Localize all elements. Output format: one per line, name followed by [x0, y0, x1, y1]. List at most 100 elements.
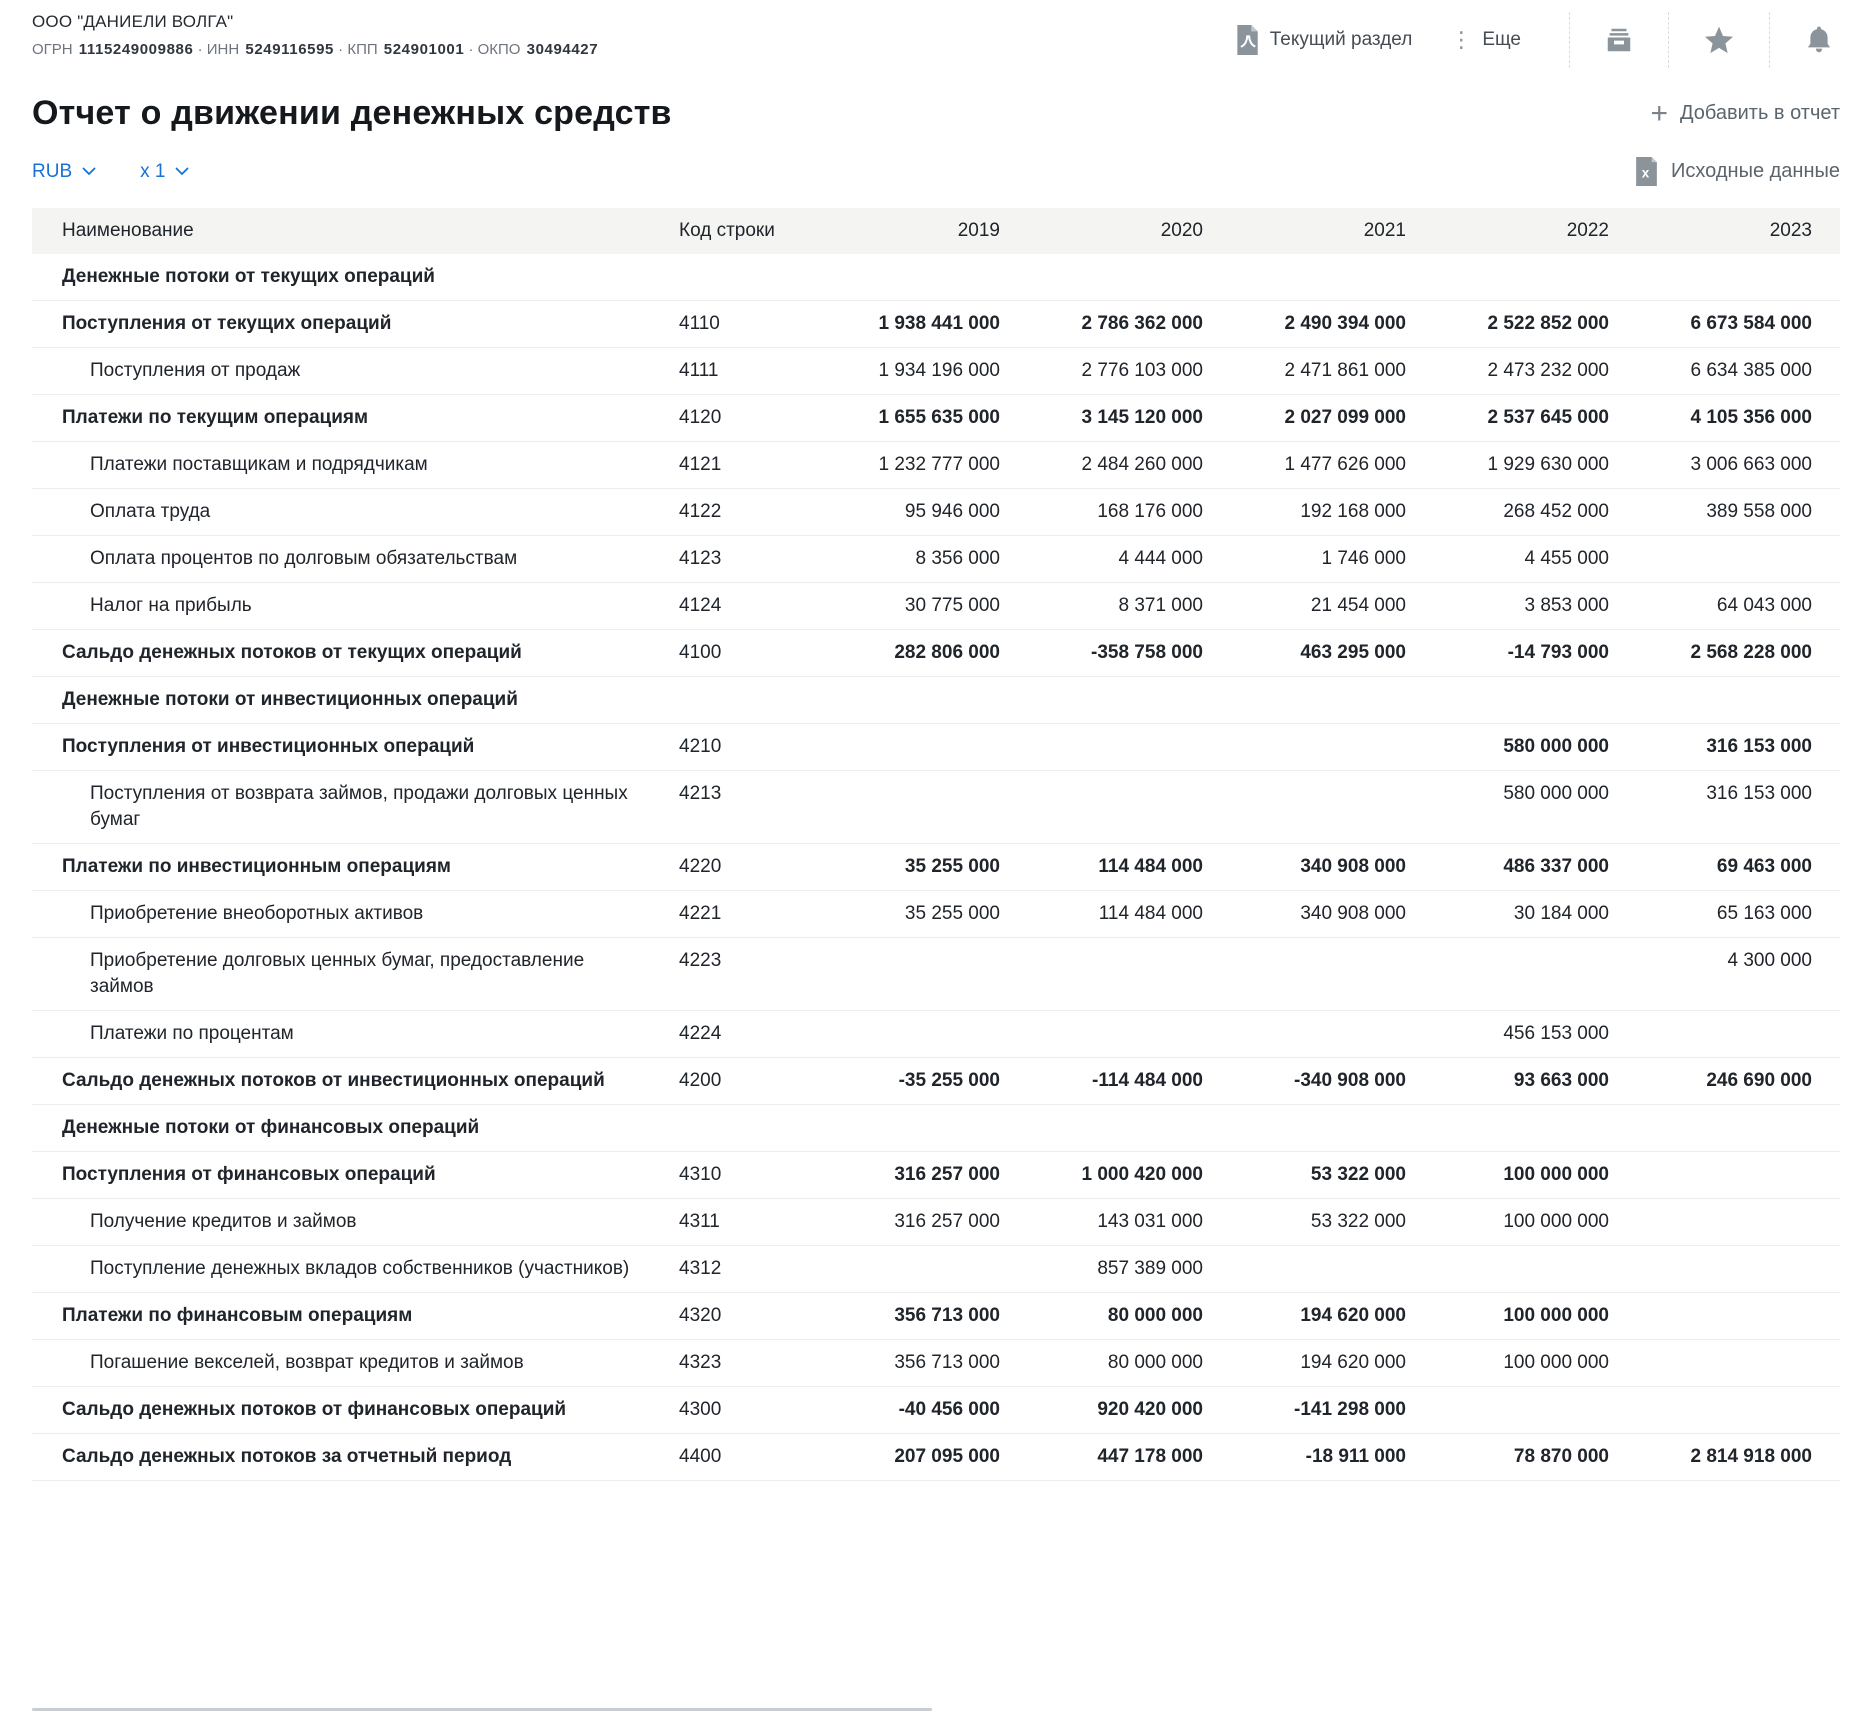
row-value: 8 356 000 [915, 548, 1000, 569]
row-value: 447 178 000 [1097, 1446, 1203, 1467]
company-name: ООО "ДАНИЕЛИ ВОЛГА" [32, 12, 234, 31]
table-row: Оплата труда 4122 95 946 000 168 176 000 192… [32, 488, 1840, 535]
source-data-button[interactable]: x Исходные данные [1634, 157, 1840, 186]
divider [1569, 12, 1570, 68]
row-value: -141 298 000 [1294, 1399, 1406, 1420]
row-value: -340 908 000 [1294, 1070, 1406, 1091]
row-value: 356 713 000 [894, 1352, 1000, 1373]
cashflow-table: Наименование Код строки 2019 2020 2021 2022 20… [32, 208, 1840, 1481]
currency-selector[interactable]: RUB [32, 161, 96, 183]
row-value: 3 006 663 000 [1690, 454, 1812, 475]
row-name: Поступления от возврата займов, продажи … [90, 783, 628, 830]
column-header: 2022 [1566, 220, 1609, 241]
table-row: Сальдо денежных потоков за отчетный пери… [32, 1433, 1840, 1481]
row-value: 456 153 000 [1503, 1023, 1609, 1044]
row-code: 4224 [679, 1023, 722, 1044]
row-name: Сальдо денежных потоков от инвестиционны… [62, 1070, 605, 1091]
column-header: 2023 [1769, 220, 1812, 241]
reg-label: ОКПО [477, 41, 525, 58]
page-title: Отчет о движении денежных средств [32, 94, 672, 132]
plus-icon: + [1650, 96, 1668, 130]
table-row: Налог на прибыль 4124 30 775 000 8 371 000 2… [32, 582, 1840, 629]
excel-icon: x [1634, 157, 1659, 186]
table-row: Поступления от финансовых операций 4310 31… [32, 1151, 1840, 1198]
table-row: Приобретение долговых ценных бумаг, пред… [32, 937, 1840, 1010]
table-row: Оплата процентов по долговым обязательст… [32, 535, 1840, 582]
row-value: 2 471 861 000 [1284, 360, 1406, 381]
row-value: 1 655 635 000 [878, 407, 1000, 428]
row-name: Сальдо денежных потоков за отчетный пери… [62, 1446, 512, 1467]
top-header: ООО "ДАНИЕЛИ ВОЛГА" ОГРН 1115249009886 ·… [32, 0, 1840, 68]
row-code: 4323 [679, 1352, 722, 1373]
pdf-export-label: Текущий раздел [1269, 29, 1413, 50]
reg-label: ОГРН [32, 41, 77, 58]
documents-tray-button[interactable] [1578, 25, 1660, 55]
favorite-button[interactable] [1677, 24, 1761, 56]
selectors: RUB x 1 [32, 161, 189, 183]
row-code: 4121 [679, 454, 722, 475]
reg-label: КПП [347, 41, 382, 58]
company-block: ООО "ДАНИЕЛИ ВОЛГА" ОГРН 1115249009886 ·… [32, 12, 598, 58]
row-name: Денежные потоки от текущих операций [62, 266, 435, 287]
row-name: Получение кредитов и займов [90, 1211, 357, 1232]
row-value: 316 153 000 [1706, 736, 1812, 757]
row-value: 316 257 000 [894, 1211, 1000, 1232]
row-name: Платежи по процентам [90, 1023, 294, 1044]
row-name: Поступление денежных вкладов собственник… [90, 1258, 630, 1279]
row-value: 93 663 000 [1513, 1070, 1609, 1091]
notifications-button[interactable] [1778, 24, 1840, 56]
column-header: Код строки [679, 220, 775, 241]
divider [1769, 12, 1770, 68]
row-value: -18 911 000 [1305, 1446, 1406, 1467]
horizontal-scrollbar-thumb[interactable] [32, 1708, 932, 1711]
row-value: 53 322 000 [1310, 1164, 1406, 1185]
row-code: 4311 [679, 1211, 720, 1232]
row-value: 1 938 441 000 [878, 313, 1000, 334]
row-value: 316 153 000 [1706, 783, 1812, 804]
more-button[interactable]: ⋮ Еще [1444, 29, 1527, 51]
row-value: 316 257 000 [894, 1164, 1000, 1185]
row-code: 4221 [679, 903, 722, 924]
row-name: Приобретение долговых ценных бумаг, пред… [90, 950, 585, 997]
table-row: Сальдо денежных потоков от текущих опера… [32, 629, 1840, 676]
row-code: 4110 [679, 313, 720, 334]
row-value: 64 043 000 [1716, 595, 1812, 616]
row-code: 4213 [679, 783, 722, 804]
row-name: Платежи по текущим операциям [62, 407, 369, 428]
row-name: Оплата процентов по долговым обязательст… [90, 548, 518, 569]
add-to-report-label: Добавить в отчет [1679, 102, 1840, 124]
column-header: 2020 [1160, 220, 1203, 241]
row-value: 78 870 000 [1513, 1446, 1609, 1467]
pdf-export-button[interactable]: Текущий раздел [1228, 25, 1419, 55]
star-icon [1703, 24, 1735, 56]
controls-row: RUB x 1 x Исходные данные [32, 157, 1840, 186]
row-name: Сальдо денежных потоков от финансовых оп… [62, 1399, 567, 1420]
row-value: 580 000 000 [1503, 736, 1609, 757]
table-row: Поступление денежных вкладов собственник… [32, 1245, 1840, 1292]
row-value: 2 473 232 000 [1487, 360, 1609, 381]
row-code: 4220 [679, 856, 722, 877]
row-code: 4310 [679, 1164, 722, 1185]
more-dots-icon: ⋮ [1450, 27, 1473, 52]
row-value: 53 322 000 [1310, 1211, 1406, 1232]
table-row: Поступления от инвестиционных операций 42… [32, 723, 1840, 770]
row-name: Поступления от текущих операций [62, 313, 392, 334]
row-value: 168 176 000 [1097, 501, 1203, 522]
row-value: -358 758 000 [1091, 642, 1203, 663]
row-value: 6 634 385 000 [1690, 360, 1812, 381]
row-value: 35 255 000 [904, 856, 1000, 877]
add-to-report-button[interactable]: + Добавить в отчет [1650, 96, 1840, 130]
table-row: Поступления от текущих операций 4110 1 938… [32, 300, 1840, 347]
row-code: 4400 [679, 1446, 722, 1467]
row-value: 1 934 196 000 [878, 360, 1000, 381]
multiplier-selector[interactable]: x 1 [140, 161, 189, 183]
row-name: Поступления от продаж [90, 360, 301, 381]
row-value: 1 477 626 000 [1284, 454, 1406, 475]
table-row: Платежи по финансовым операциям 4320 356 7… [32, 1292, 1840, 1339]
row-code: 4123 [679, 548, 722, 569]
row-code: 4100 [679, 642, 722, 663]
row-value: -14 793 000 [1507, 642, 1609, 663]
row-code: 4200 [679, 1070, 722, 1091]
row-code: 4120 [679, 407, 722, 428]
row-value: 100 000 000 [1503, 1352, 1609, 1373]
